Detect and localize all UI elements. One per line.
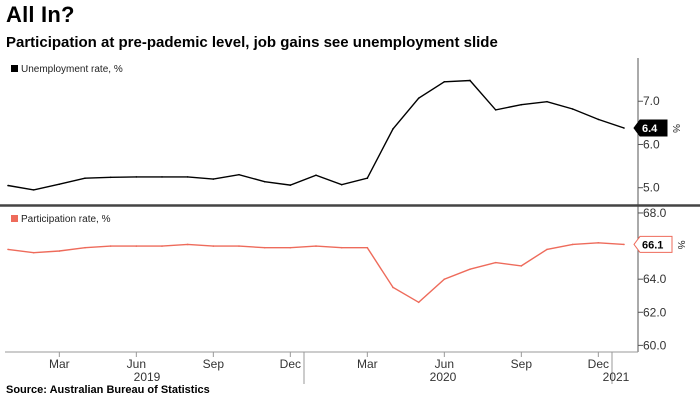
x-tick-label: Dec [280,357,301,371]
x-year-label: 2020 [430,370,457,384]
data-point [571,108,574,110]
source-note: Source: Australian Bureau of Statistics [6,384,210,396]
legend-swatch [11,215,18,222]
legend-label: Participation rate, % [21,214,111,225]
data-point [186,243,189,246]
data-point [546,100,548,103]
data-point [494,109,497,111]
data-point [623,243,625,246]
y-tick-label: 64.0 [643,272,667,286]
y-tick-label: 7.0 [643,94,660,108]
data-point [7,184,9,187]
data-point [597,118,600,121]
data-point [32,189,35,191]
y-tick-label: 60.0 [643,338,667,352]
data-point [340,246,343,249]
data-point [443,278,446,280]
y-tick-label: 62.0 [643,305,667,319]
data-point [392,128,394,130]
x-tick-label: Jun [435,357,454,371]
data-point [417,97,420,100]
data-point [340,183,343,186]
data-point [84,177,86,179]
data-point [238,245,240,247]
data-point [520,103,523,106]
unit-label: % [675,240,686,249]
y-tick-label: 68.0 [643,206,667,220]
series-line [7,79,625,191]
x-tick-label: Sep [511,357,533,371]
data-point [84,246,86,249]
data-point [289,246,292,249]
data-point [520,265,523,267]
chart-subtitle: Participation at pre-pademic level, job … [6,34,498,51]
data-point [597,241,600,244]
x-tick-label: Dec [588,357,609,371]
data-point [623,127,625,129]
legend-swatch [11,65,18,72]
chart-title: All In? [6,2,75,27]
data-point [263,246,266,249]
last-value-label: 66.1 [642,239,663,251]
x-year-label: 2021 [603,370,630,384]
unit-label: % [670,124,681,133]
data-point [443,80,446,83]
data-point [469,79,471,82]
data-point [58,183,61,186]
data-point [289,184,292,186]
data-point [212,245,215,247]
data-point [32,251,35,254]
x-tick-label: Sep [203,357,225,371]
data-point [417,301,420,304]
data-point [212,178,215,180]
series-line [7,242,625,304]
data-point [161,245,163,247]
data-point [7,248,9,251]
data-point [469,268,471,271]
data-point [315,245,317,247]
data-point [546,248,548,251]
y-tick-label: 6.0 [643,137,660,151]
x-tick-label: Mar [49,357,70,371]
data-point [135,176,138,178]
data-point [238,173,240,176]
data-point [392,286,394,289]
data-point [366,177,369,179]
x-year-label: 2019 [134,370,161,384]
data-point [315,174,317,176]
data-point [161,176,163,178]
data-point [186,176,189,178]
legend-label: Unemployment rate, % [21,64,123,75]
data-point [109,176,112,179]
y-tick-label: 5.0 [643,181,660,195]
data-point [366,246,369,249]
data-point [109,245,112,247]
last-value-badge [633,235,673,253]
x-tick-label: Mar [357,357,378,371]
data-point [571,243,574,246]
data-point [58,250,61,252]
data-point [494,261,497,264]
x-tick-label: Jun [127,357,146,371]
last-value-badge [633,119,668,137]
last-value-label: 6.4 [642,123,658,135]
data-point [135,245,138,247]
data-point [263,180,266,183]
